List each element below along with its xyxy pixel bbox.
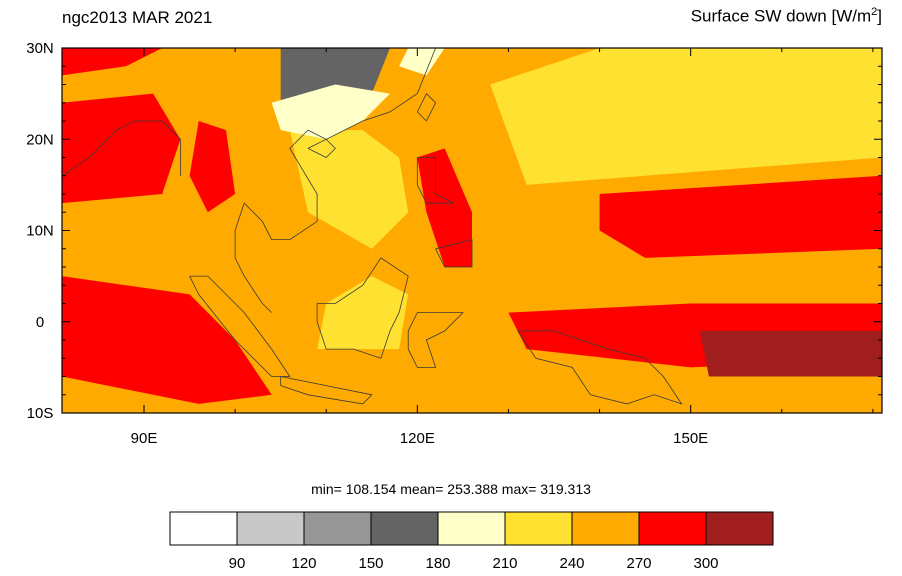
colorbar-label: 180 xyxy=(425,555,450,572)
colorbar-swatch xyxy=(571,511,640,546)
y-tick-label: 10S xyxy=(27,405,54,422)
y-tick-label: 20N xyxy=(26,131,54,148)
coastline-sumatra xyxy=(189,275,291,377)
colorbar-label: 120 xyxy=(291,555,316,572)
colorbar-swatch xyxy=(705,511,774,546)
coastlines xyxy=(62,48,683,405)
coastline-china-coast xyxy=(307,48,436,140)
colorbar-label: 150 xyxy=(358,555,383,572)
axis-ticks: 90E 120E 150E 10S 0 10N 20N 30N xyxy=(26,40,882,447)
region-south-china-pale xyxy=(271,84,390,140)
coastline-sulawesi xyxy=(407,312,464,368)
plot-title: ngc2013 MAR 2021 xyxy=(62,8,213,27)
y-tick-label: 30N xyxy=(26,40,54,57)
colorbar-label: 270 xyxy=(626,555,651,572)
coastline-indochina-malay xyxy=(234,129,318,313)
colorbar: 90 120 150 180 210 240 270 300 xyxy=(169,511,774,572)
colorbar-swatch xyxy=(504,511,573,546)
coastline-luzon xyxy=(416,157,454,204)
region-borneo-clear xyxy=(317,276,409,350)
x-tick-label: 120E xyxy=(400,430,435,447)
region-indian-ocean-red xyxy=(62,276,272,404)
variable-title-main: Surface SW down [W/m xyxy=(690,6,872,26)
region-bay-of-bengal-red xyxy=(62,93,181,204)
coastline-new-guinea xyxy=(517,330,683,405)
coastline-india xyxy=(62,120,181,177)
colorbar-label: 300 xyxy=(693,555,718,572)
colorbar-label: 240 xyxy=(559,555,584,572)
region-philippines-red xyxy=(417,148,472,267)
colorbar-swatch xyxy=(303,511,372,546)
x-tick-label: 90E xyxy=(131,430,158,447)
colorbar-swatch xyxy=(638,511,707,546)
variable-title: Surface SW down [W/m2] xyxy=(691,6,882,27)
colorbar-swatch xyxy=(236,511,305,546)
region-yunnan-pale xyxy=(399,48,445,76)
region-myanmar-red xyxy=(189,121,236,213)
colorbar-swatch xyxy=(169,511,238,546)
region-india-north-red xyxy=(62,48,163,76)
colorbar-swatch xyxy=(437,511,506,546)
coastline-borneo xyxy=(316,257,409,359)
colorbar-label: 210 xyxy=(492,555,517,572)
coastline-hainan xyxy=(307,138,336,158)
y-tick-label: 10N xyxy=(26,223,54,240)
region-pacific-dark-red xyxy=(699,330,882,377)
region-south-china-sea-clear xyxy=(289,130,409,249)
x-tick-label: 150E xyxy=(673,430,708,447)
colorbar-swatch xyxy=(370,511,439,546)
coastline-taiwan xyxy=(416,92,437,122)
statistics-summary: min= 108.154 mean= 253.388 max= 319.313 xyxy=(311,481,591,497)
colorbar-label: 90 xyxy=(229,555,246,572)
variable-title-end: ] xyxy=(877,6,882,26)
variable-title-exponent: 2 xyxy=(871,6,878,18)
coastline-java xyxy=(280,376,373,405)
coastline-mindanao xyxy=(435,239,473,268)
data-regions xyxy=(62,48,882,413)
y-tick-label: 0 xyxy=(36,314,44,331)
region-west-pacific-band-red xyxy=(599,175,882,258)
region-pacific-east-clear xyxy=(490,48,882,185)
